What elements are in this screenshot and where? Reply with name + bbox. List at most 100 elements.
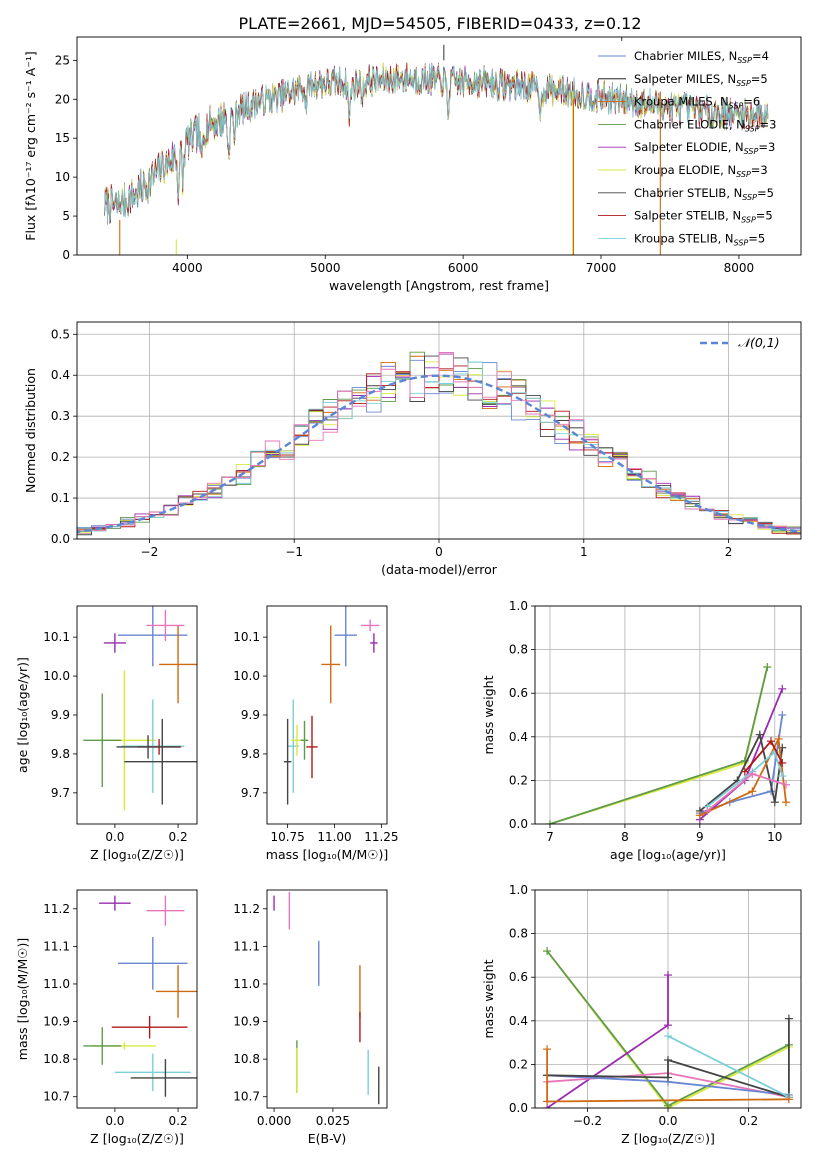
y-axis-label: mass weight	[481, 959, 496, 1038]
y-axis-label: age [log₁₀(age/yr)]	[15, 657, 30, 773]
weight-marker	[748, 787, 757, 796]
axes-frame	[534, 605, 802, 825]
weight-marker	[748, 769, 757, 778]
y-tick-label: 10.9	[43, 1015, 70, 1029]
legend-subscript: SSP	[742, 193, 757, 202]
errorbar-point	[370, 633, 378, 653]
errorbar-point	[300, 720, 309, 760]
x-axis-label: Z [log₁₀(Z/Z☉)]	[90, 847, 184, 862]
x-tick-label: 9	[696, 830, 704, 844]
x-tick-label: 8	[621, 830, 629, 844]
weight-marker	[664, 971, 672, 980]
panel-weight_vs_age: 7 8 9 10 0.0 0.2 0.4 0.6 0.8 1.0 age [log₁₀(age/yr…	[481, 599, 802, 862]
y-tick-label: 10.8	[233, 1052, 260, 1066]
weight-marker	[770, 798, 779, 807]
plots: 4000 5000 6000 7000 80000510152025wavelength…	[15, 36, 802, 1146]
legend-subscript: SSP	[745, 124, 760, 133]
legend-count: =3	[760, 117, 777, 131]
errorbar-point	[99, 895, 131, 911]
legend-count: =4	[752, 49, 769, 63]
x-axis-label: (data-model)/error	[381, 562, 498, 577]
x-tick-label: 0.0	[105, 1114, 124, 1128]
weight-marker	[695, 811, 704, 820]
legend-text: Salpeter ELODIE, N	[634, 140, 744, 154]
y-tick-label: 9.8	[241, 747, 260, 761]
legend-text: Kroupa ELODIE, N	[634, 163, 736, 177]
weight-marker	[778, 684, 787, 693]
x-tick-label: 0	[435, 545, 443, 559]
legend-subscript: SSP	[729, 102, 744, 111]
errorbar-point	[118, 936, 188, 990]
y-tick-label: 9.8	[51, 747, 70, 761]
y-tick-label: 0.4	[509, 730, 528, 744]
legend-entry: Chabrier ELODIE, NSSP=3	[598, 117, 776, 133]
weight-marker	[778, 711, 787, 719]
x-tick-label: 7	[546, 830, 554, 844]
x-tick-label: 10	[767, 830, 782, 844]
y-axis-label: Normed distribution	[23, 368, 38, 493]
spectrum-line-salpeter-stelib	[104, 62, 769, 223]
x-tick-label: 7000	[586, 261, 617, 275]
legend-count: =5	[757, 186, 774, 200]
x-tick-label: 5000	[310, 261, 341, 275]
weight-marker	[664, 1032, 672, 1041]
weight-marker	[664, 1101, 672, 1108]
y-tick-label: 11.1	[233, 939, 260, 953]
errorbar-point	[321, 625, 341, 704]
panel-age_vs_Z: 0.0 0.2 9.7 9.8 9.9 10.0 10.1 Z [log₁₀(Z/Z☉)] ag…	[15, 605, 198, 862]
x-tick-label: 0.2	[169, 1114, 188, 1128]
weight-marker	[664, 1021, 672, 1030]
y-tick-label: 25	[55, 53, 70, 67]
y-axis-label: mass [log₁₀(M/M☉)]	[15, 938, 30, 1060]
weight-marker	[740, 767, 749, 776]
weight-lines	[543, 947, 793, 1108]
legend-count: =5	[756, 209, 773, 223]
legend-text: Chabrier ELODIE, N	[634, 117, 745, 131]
y-axis-label: Flux [fλ10⁻¹⁷ erg cm⁻² s⁻¹ A⁻¹]	[23, 51, 38, 240]
x-tick-label: 0.0	[658, 1114, 677, 1128]
legend-count: =3	[751, 163, 768, 177]
y-tick-label: 0.2	[509, 1057, 528, 1071]
x-axis-label: E(B-V)	[308, 1131, 347, 1146]
errorbar-point	[118, 606, 188, 667]
legend-entry: Kroupa STELIB, NSSP=5	[598, 231, 765, 247]
weight-marker	[543, 947, 552, 956]
weight-lines	[545, 663, 791, 824]
y-tick-label: 11.2	[43, 902, 70, 916]
legend-text: Salpeter STELIB, N	[634, 209, 741, 223]
errorbars	[83, 895, 197, 1097]
x-tick-label: 8000	[724, 261, 755, 275]
x-tick-label: 2	[725, 545, 733, 559]
legend-count: =6	[743, 95, 760, 109]
axes-frame	[266, 605, 388, 825]
legend-subscript: SSP	[737, 56, 752, 65]
errorbar-point	[116, 735, 180, 759]
legend-label: Salpeter STELIB, NSSP=5	[634, 209, 773, 225]
x-tick-label: 0.0	[105, 830, 124, 844]
y-tick-label: 0.8	[509, 927, 528, 941]
spectrum-lines	[104, 37, 769, 255]
x-tick-label: 0.2	[739, 1114, 758, 1128]
legend-entry: Salpeter STELIB, NSSP=5	[598, 209, 773, 225]
y-tick-label: 0.2	[51, 450, 70, 464]
errorbar-point	[111, 1015, 188, 1039]
y-tick-label: 0.2	[509, 773, 528, 787]
x-tick-label: 0.025	[316, 1114, 350, 1128]
legend-label: Kroupa MILES, NSSP=6	[634, 95, 760, 111]
legend-label: Kroupa ELODIE, NSSP=3	[634, 163, 768, 179]
x-axis-label: mass [log₁₀(M/M☉)]	[266, 847, 388, 862]
y-tick-label: 0.4	[509, 1014, 528, 1028]
x-tick-label: 1	[580, 545, 588, 559]
y-tick-label: 10.9	[233, 1015, 260, 1029]
legend-label: 𝒩(0,1)	[738, 335, 780, 350]
y-tick-label: 10.7	[233, 1090, 260, 1104]
legend-text: Chabrier MILES, N	[634, 49, 737, 63]
x-tick-label: 4000	[172, 261, 203, 275]
legend-count: =5	[751, 72, 768, 86]
errorbar-point	[334, 606, 357, 667]
y-tick-label: 9.9	[241, 708, 260, 722]
y-tick-label: 10.1	[233, 630, 260, 644]
y-tick-label: 0.6	[509, 686, 528, 700]
x-tick-label: 11.25	[364, 830, 398, 844]
